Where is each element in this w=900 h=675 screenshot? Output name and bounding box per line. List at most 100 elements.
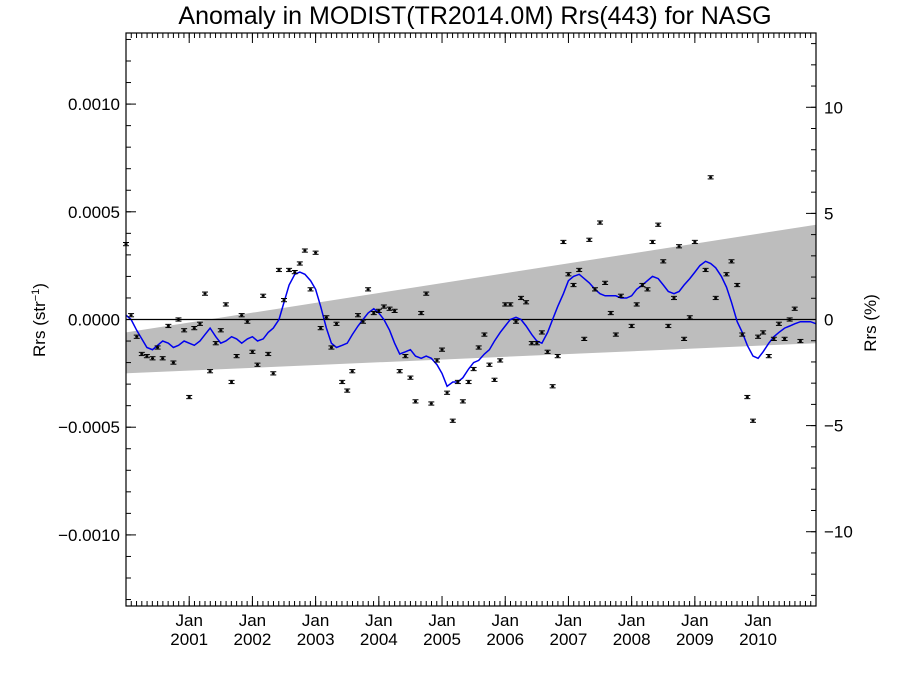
data-point <box>291 270 298 275</box>
data-point <box>296 261 303 266</box>
point-marker <box>693 241 697 243</box>
point-marker <box>798 340 802 342</box>
y-axis-left-label-close: ) <box>30 283 49 289</box>
data-point <box>412 399 419 404</box>
data-point <box>301 248 308 253</box>
y-right-tick-label: 0 <box>824 311 833 330</box>
point-marker <box>498 359 502 362</box>
data-point <box>212 341 219 346</box>
point-marker <box>571 284 575 286</box>
x-tick-month-label: Jan <box>175 611 202 630</box>
point-marker <box>214 342 218 345</box>
point-marker <box>340 381 344 383</box>
y-right-tick-label: −10 <box>824 523 853 542</box>
data-point <box>665 323 672 329</box>
point-marker <box>577 269 581 271</box>
point-marker <box>783 337 787 340</box>
data-point <box>597 220 604 225</box>
point-marker <box>334 322 338 325</box>
data-point <box>138 351 145 357</box>
point-marker <box>467 381 471 383</box>
y-right-tick-label: 5 <box>824 204 833 223</box>
data-point <box>222 302 229 307</box>
data-point <box>528 341 535 346</box>
point-marker <box>187 396 191 398</box>
data-point <box>307 287 314 292</box>
point-marker <box>408 376 412 379</box>
data-point <box>228 379 235 385</box>
data-point <box>591 287 598 292</box>
uncertainty-band <box>126 224 816 374</box>
data-point <box>576 267 583 273</box>
data-point <box>181 328 188 333</box>
data-point <box>454 379 461 385</box>
data-point <box>154 345 161 350</box>
data-point <box>723 272 730 277</box>
point-marker <box>477 346 481 349</box>
data-point <box>281 298 288 303</box>
point-marker <box>271 372 275 375</box>
x-tick-month-label: Jan <box>239 611 266 630</box>
data-point <box>249 349 256 354</box>
y-axis-right-label: Rrs (%) <box>861 294 880 352</box>
data-point <box>538 330 545 335</box>
x-tick-year-label: 2010 <box>739 630 777 649</box>
point-marker <box>635 303 639 306</box>
data-point <box>475 345 482 350</box>
point-marker <box>287 269 291 271</box>
data-point <box>386 306 393 311</box>
point-marker <box>293 271 297 274</box>
data-point <box>349 369 356 374</box>
point-marker <box>182 329 186 332</box>
point-marker <box>730 260 734 263</box>
point-marker <box>482 333 486 336</box>
point-marker <box>751 419 755 422</box>
x-tick-month-label: Jan <box>618 611 645 630</box>
data-point <box>196 321 203 326</box>
data-point <box>702 267 709 273</box>
point-marker <box>435 359 439 362</box>
point-marker <box>277 269 281 271</box>
point-marker <box>198 322 202 325</box>
point-marker <box>530 342 534 345</box>
point-marker <box>403 355 407 358</box>
data-point <box>439 347 446 352</box>
point-marker <box>514 320 518 323</box>
point-marker <box>129 314 133 317</box>
data-point <box>465 379 472 385</box>
data-point <box>217 328 224 333</box>
x-tick-month-label: Jan <box>428 611 455 630</box>
data-point <box>644 287 651 292</box>
point-marker <box>619 294 623 297</box>
point-marker <box>645 288 649 291</box>
data-point <box>554 354 561 359</box>
data-point <box>202 291 209 296</box>
data-point <box>186 394 193 400</box>
point-marker <box>235 355 239 358</box>
data-point <box>744 394 751 400</box>
point-marker <box>345 389 349 392</box>
point-marker <box>508 303 512 306</box>
point-marker <box>382 305 386 308</box>
point-marker <box>519 297 523 299</box>
data-point <box>660 259 667 264</box>
data-point <box>781 336 788 341</box>
point-marker <box>461 400 465 403</box>
point-marker <box>388 307 392 310</box>
data-point <box>707 175 714 180</box>
point-marker <box>487 363 491 366</box>
point-marker <box>745 396 749 398</box>
point-marker <box>735 284 739 286</box>
point-marker <box>556 355 560 358</box>
data-point <box>254 362 261 367</box>
point-marker <box>546 350 550 353</box>
data-point <box>670 295 677 301</box>
point-marker <box>682 337 686 340</box>
data-point <box>607 310 614 316</box>
point-marker <box>551 385 555 388</box>
data-point <box>518 295 525 301</box>
point-marker <box>651 241 655 243</box>
data-point <box>491 377 498 382</box>
y-left-tick-label: 0.0005 <box>68 203 120 222</box>
